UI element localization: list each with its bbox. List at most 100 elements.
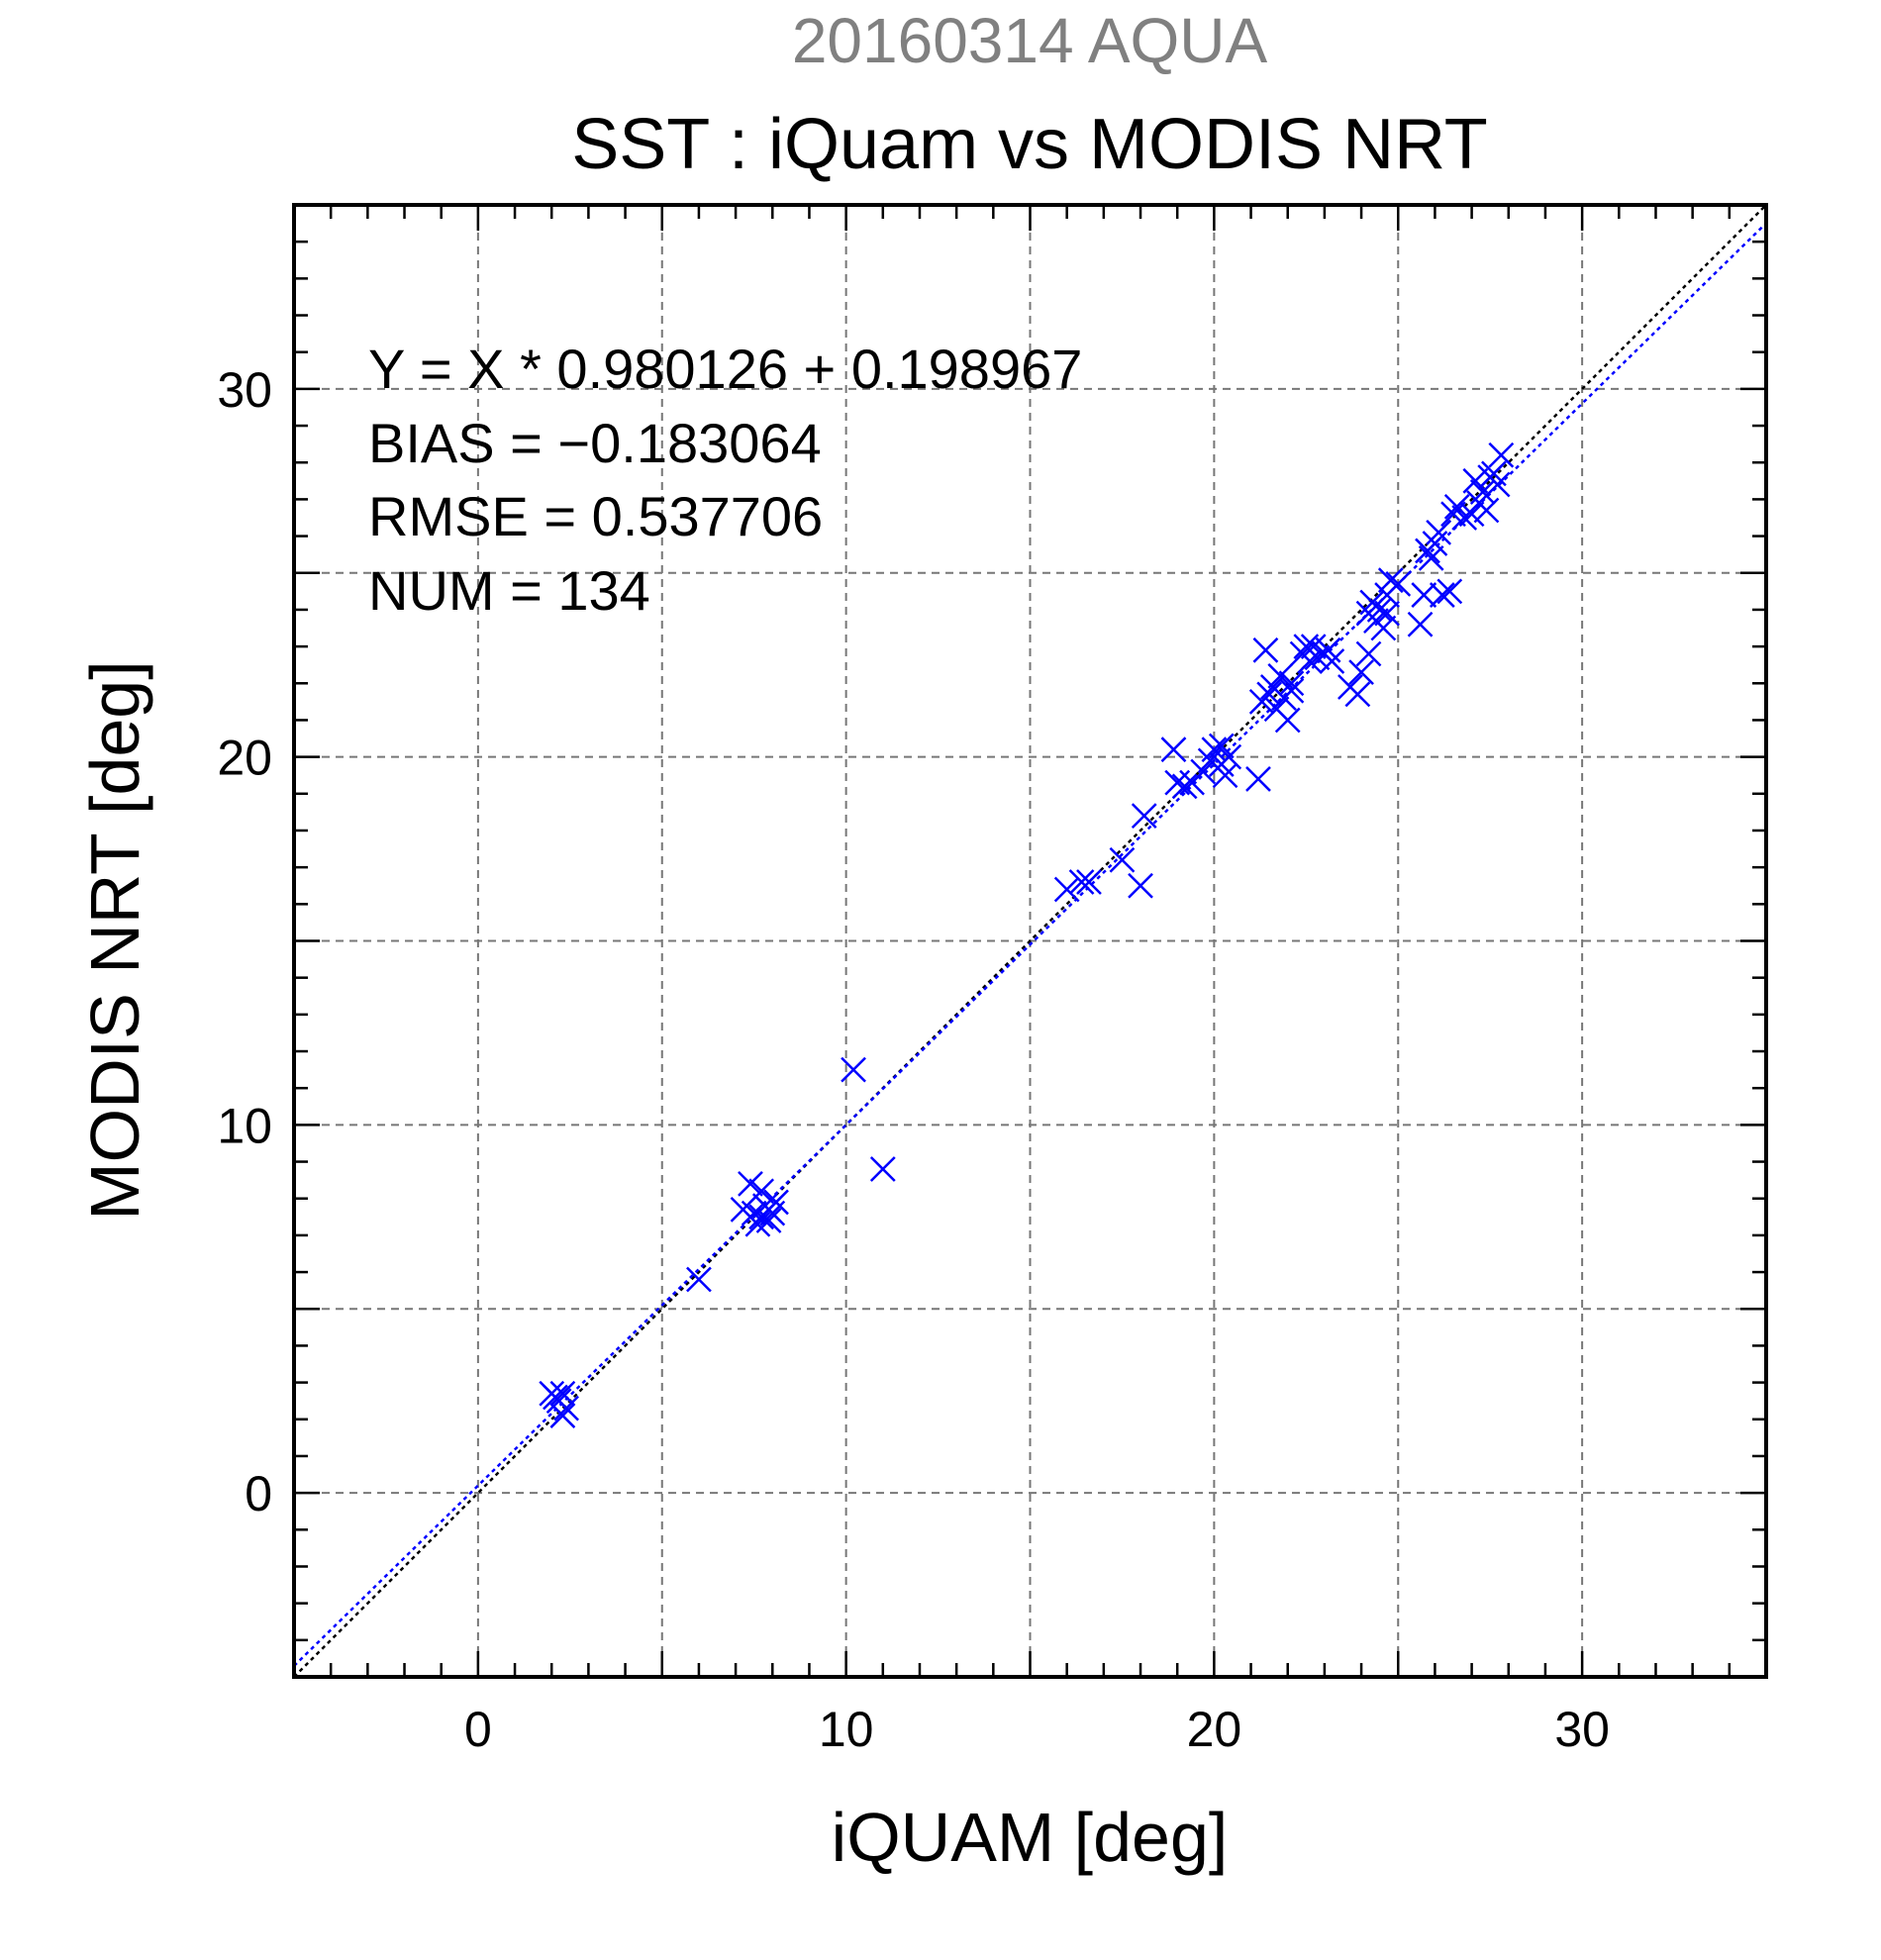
data-point-stroke — [1304, 644, 1331, 671]
data-point-stroke — [1274, 707, 1301, 734]
data-point-stroke — [1407, 611, 1434, 637]
data-point — [1190, 758, 1217, 785]
data-point-stroke — [1171, 773, 1198, 800]
data-point — [1245, 766, 1271, 792]
data-point-stroke — [1319, 648, 1345, 674]
data-point — [1462, 467, 1489, 494]
identity-line — [293, 204, 1767, 1678]
data-point — [1252, 637, 1279, 663]
tick-labels: 0 10 20 30 0 10 20 30 — [217, 362, 1610, 1757]
data-point-stroke — [1278, 677, 1305, 704]
data-point — [841, 1056, 866, 1083]
data-point-stroke — [1473, 497, 1500, 524]
data-point-stroke — [1208, 733, 1235, 759]
x-tick-label: 30 — [1554, 1702, 1610, 1757]
reference-lines — [293, 204, 1767, 1678]
x-tick-label: 0 — [464, 1702, 492, 1757]
y-tick-label: 10 — [217, 1098, 272, 1153]
data-point — [1436, 578, 1463, 605]
y-tick-label: 30 — [217, 362, 272, 418]
data-point-stroke — [1443, 493, 1470, 520]
data-point — [1256, 681, 1283, 708]
data-point-stroke — [1212, 762, 1238, 789]
data-point-stroke — [549, 1403, 576, 1428]
data-point — [1426, 519, 1452, 545]
data-point-stroke — [1436, 578, 1463, 605]
x-axis-label: iQUAM [deg] — [832, 1799, 1229, 1876]
data-point-stroke — [1278, 670, 1305, 697]
data-point-stroke — [741, 1200, 767, 1226]
chart-supertitle: 20160314 AQUA — [792, 5, 1268, 76]
data-point — [1370, 615, 1397, 641]
data-point — [1473, 497, 1500, 524]
data-point — [1131, 803, 1157, 829]
data-point — [748, 1178, 775, 1205]
plot-frame — [292, 203, 1768, 1679]
y-axis-label: MODIS NRT [deg] — [76, 660, 153, 1220]
data-point-stroke — [686, 1266, 712, 1293]
data-point — [738, 1170, 763, 1197]
data-point — [1109, 846, 1136, 873]
stats-annotation: Y = X * 0.980126 + 0.198967 BIAS = −0.18… — [368, 338, 1082, 622]
data-point — [1304, 644, 1331, 671]
data-point — [1201, 736, 1228, 763]
data-point — [1488, 441, 1515, 468]
data-point — [1374, 600, 1400, 627]
data-point — [1297, 648, 1323, 674]
data-point-stroke — [1374, 600, 1400, 627]
chart-title: SST : iQuam vs MODIS NRT — [571, 105, 1488, 184]
data-point-stroke — [1355, 640, 1382, 667]
stats-line-num: NUM = 134 — [368, 559, 650, 622]
data-point — [1053, 876, 1080, 903]
data-point — [1068, 869, 1095, 895]
data-point — [1443, 493, 1470, 520]
stats-line-bias: BIAS = −0.183064 — [368, 412, 822, 474]
stats-line-rmse: RMSE = 0.537706 — [368, 485, 823, 547]
data-point-stroke — [1348, 659, 1374, 686]
data-point — [1319, 648, 1345, 674]
data-point-stroke — [1076, 869, 1102, 895]
data-point — [1171, 773, 1198, 800]
data-point — [1208, 733, 1235, 759]
data-point-stroke — [1411, 582, 1437, 608]
data-point-stroke — [1190, 758, 1217, 785]
data-point-stroke — [1385, 571, 1412, 597]
data-point — [1407, 611, 1434, 637]
data-point-stroke — [869, 1156, 896, 1182]
data-point — [1278, 677, 1305, 704]
data-point — [1418, 544, 1444, 571]
data-point — [1344, 681, 1371, 708]
data-point-stroke — [1462, 467, 1489, 494]
data-point-stroke — [1160, 736, 1187, 763]
data-point-stroke — [1418, 544, 1444, 571]
x-tick-label: 20 — [1187, 1702, 1242, 1757]
fit-line — [293, 222, 1767, 1667]
data-point-stroke — [1216, 743, 1242, 770]
data-point-stroke — [1053, 876, 1080, 903]
data-point-stroke — [1370, 615, 1397, 641]
data-point-stroke — [1300, 634, 1327, 659]
data-point-stroke — [1458, 501, 1485, 528]
data-point — [553, 1395, 579, 1421]
data-point-stroke — [1484, 471, 1511, 498]
data-point — [1377, 567, 1404, 594]
data-point-stroke — [1429, 582, 1455, 608]
data-points — [539, 441, 1515, 1428]
data-point — [755, 1208, 782, 1233]
data-point — [1274, 707, 1301, 734]
data-point-stroke — [1297, 648, 1323, 674]
data-point-stroke — [1256, 681, 1283, 708]
y-tick-label: 20 — [217, 731, 272, 786]
data-point — [1216, 743, 1242, 770]
data-point — [1267, 662, 1294, 689]
data-point — [1484, 471, 1511, 498]
data-point-stroke — [549, 1380, 576, 1407]
data-point — [1355, 640, 1382, 667]
data-point-stroke — [1128, 872, 1153, 899]
data-point — [549, 1403, 576, 1428]
data-point — [1128, 872, 1153, 899]
data-point-stroke — [1068, 869, 1095, 895]
data-point-stroke — [1344, 681, 1371, 708]
data-point-stroke — [755, 1208, 782, 1233]
